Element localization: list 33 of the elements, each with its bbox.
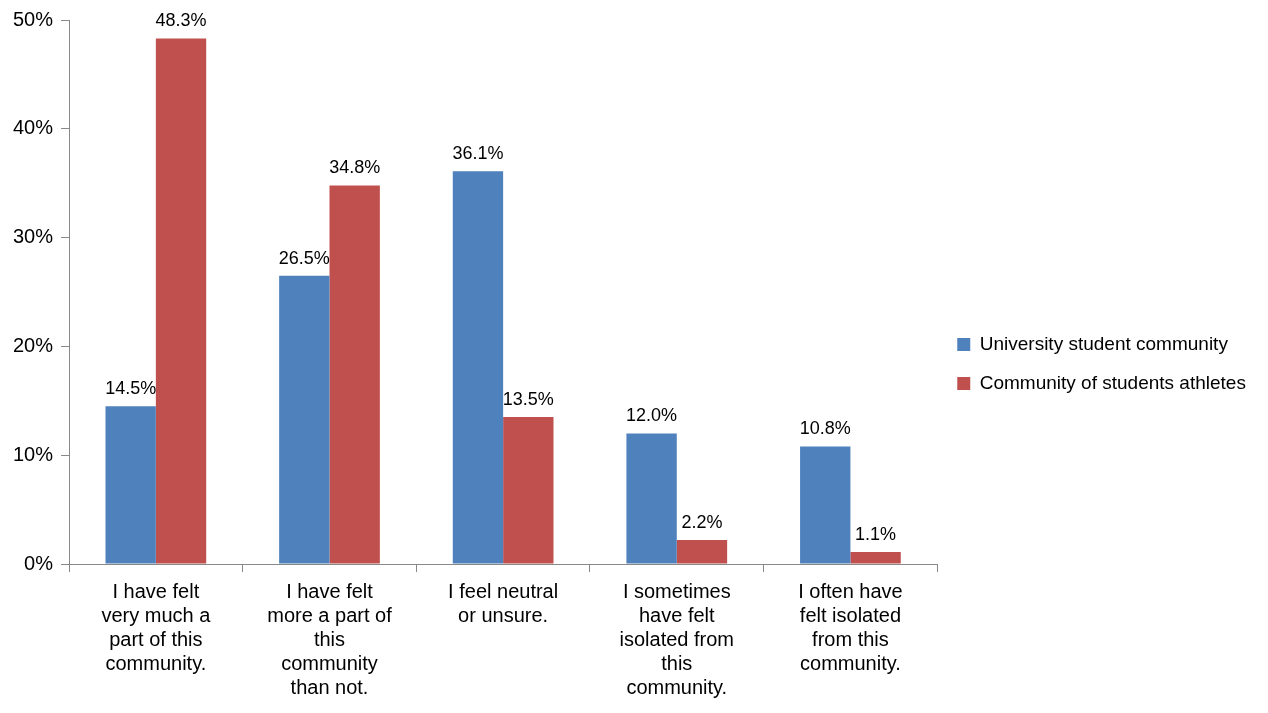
bar [105, 406, 156, 564]
x-tick-label: I have felt more a part of this community than not. [267, 579, 393, 698]
data-label: 36.1% [452, 143, 504, 164]
bar [676, 540, 728, 564]
y-tick-label: 0% [24, 551, 54, 574]
y-tick-label: 20% [13, 333, 54, 356]
y-tick-label: 40% [13, 116, 54, 139]
data-label: 13.5% [502, 389, 554, 410]
bar [329, 185, 380, 564]
x-tick-label: I sometimes have felt isolated from this community. [619, 579, 735, 698]
data-label: 10.8% [799, 418, 851, 439]
x-tick-label: I often have felt isolated from this community. [798, 579, 903, 674]
y-tick-label: 50% [13, 7, 54, 30]
x-tick-label: I have felt very much a part of this community. [101, 579, 212, 674]
bar [800, 446, 851, 564]
bar [850, 552, 901, 564]
data-label: 48.3% [155, 10, 207, 31]
bar [279, 275, 330, 564]
data-label: 34.8% [329, 157, 381, 178]
data-label: 12.0% [626, 405, 678, 426]
bar [503, 417, 554, 564]
data-label: 1.1% [855, 524, 897, 544]
y-tick-label: 10% [13, 442, 54, 465]
bar [452, 171, 504, 564]
x-tick-label: I feel neutral or unsure. [448, 579, 559, 626]
bar [626, 433, 677, 564]
bar [155, 38, 207, 564]
data-label: 14.5% [105, 378, 157, 399]
y-tick-label: 30% [13, 225, 54, 248]
legend-label: Community of students athletes [979, 371, 1246, 393]
data-label: 26.5% [278, 247, 330, 268]
legend-label: University student community [979, 332, 1229, 354]
data-label: 2.2% [681, 512, 723, 533]
